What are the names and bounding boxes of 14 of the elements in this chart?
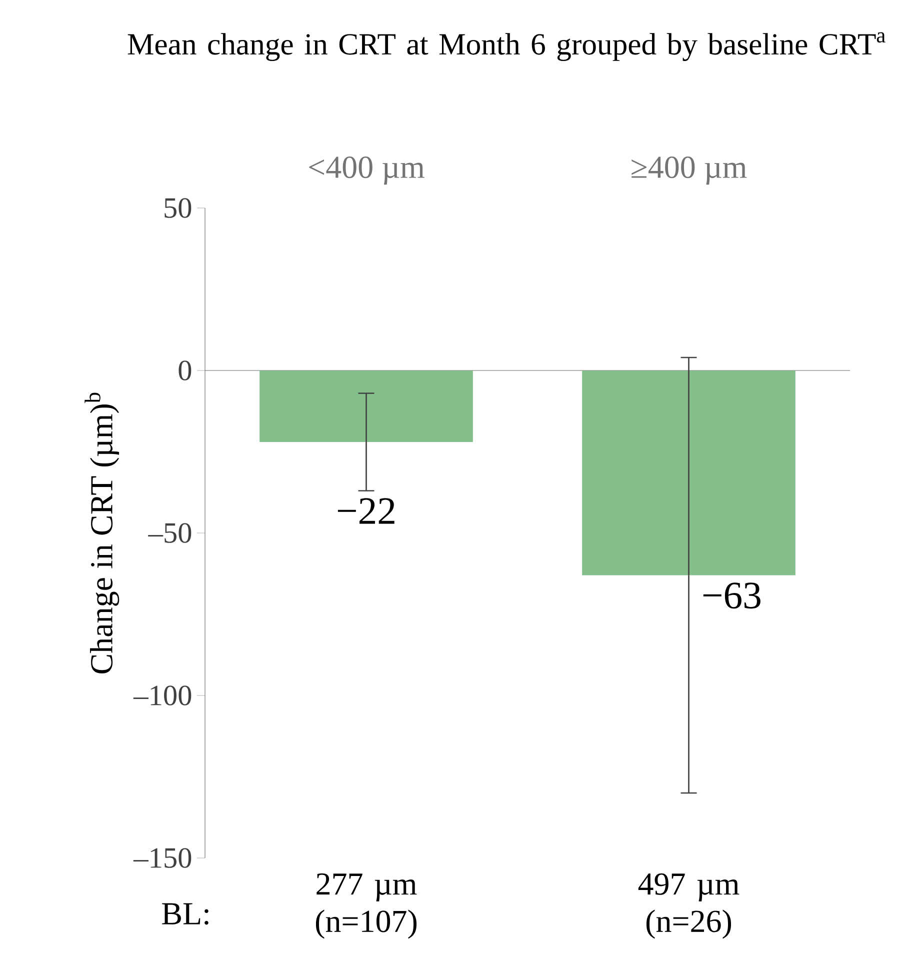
data-label: −63 (703, 582, 760, 609)
y-tick-label: –150 (133, 848, 192, 868)
y-tick-label: 50 (164, 198, 192, 218)
data-label: −22 (338, 498, 394, 524)
y-tick-label: –100 (133, 686, 192, 706)
y-tick-label: –50 (148, 523, 192, 543)
x-tick-label: <400 µm (309, 156, 424, 185)
text: 277 µm (n=107) (316, 873, 417, 939)
y-axis-title: Change in CRT (µm)$^{b}$ (84, 392, 120, 674)
y-tick-label: 0 (178, 360, 192, 380)
chart-title: Mean change in CRT at Month 6 grouped by baseline CRT$^{a}$ (128, 32, 886, 62)
text: 497 µm (n=26) (638, 873, 740, 939)
x-tick-label: ≥400 µm (632, 156, 747, 185)
text: BL: (162, 903, 208, 925)
